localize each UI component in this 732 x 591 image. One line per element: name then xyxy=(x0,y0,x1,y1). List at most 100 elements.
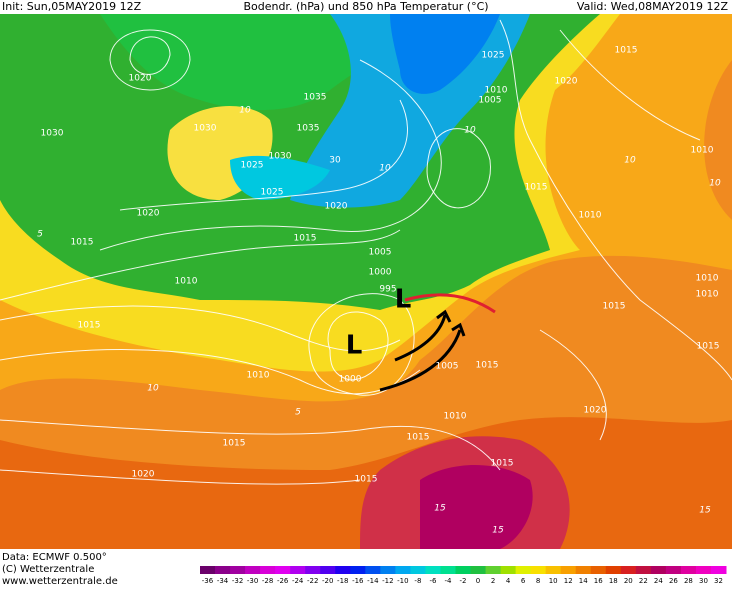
website: www.wetterzentrale.de xyxy=(2,576,118,587)
colorbar-label: -36 xyxy=(202,577,214,585)
colorbar-swatch xyxy=(350,566,366,574)
isobar-label: 1010 xyxy=(175,277,198,287)
isobar-label: 1025 xyxy=(482,51,505,61)
colorbar-swatch xyxy=(680,566,697,574)
colorbar-label: 20 xyxy=(624,577,633,585)
colorbar-label: 22 xyxy=(639,577,648,585)
colorbar-label: -26 xyxy=(277,577,289,585)
isobar-label: 1015 xyxy=(355,475,378,485)
fronts-arrows xyxy=(379,293,496,392)
low-pressure-marker: L xyxy=(395,285,412,315)
colorbar-swatch xyxy=(290,566,306,574)
isobar-label: 1020 xyxy=(325,202,348,212)
isobar-label: 1015 xyxy=(525,183,548,193)
colorbar-swatch xyxy=(620,566,637,574)
isotherm-label: 10 xyxy=(464,126,476,136)
colorbar-label: 16 xyxy=(594,577,603,585)
colorbar-swatch xyxy=(560,566,577,574)
colorbar-label: -32 xyxy=(232,577,243,585)
colorbar-swatch xyxy=(320,566,336,574)
colorbar-label: -34 xyxy=(217,577,229,585)
colorbar-label: -14 xyxy=(367,577,379,585)
colorbar-swatch xyxy=(365,566,381,574)
copyright: (C) Wetterzentrale xyxy=(2,564,94,575)
isobar-labels: 1020 1030 1030 1025 1030 1035 1035 1025 … xyxy=(41,46,720,485)
isobar-label: 1015 xyxy=(615,46,638,56)
colorbar-label: 18 xyxy=(609,577,618,585)
isotherm-label: 10 xyxy=(239,106,251,116)
isobar-label: 1030 xyxy=(194,124,217,134)
colorbar-label: -28 xyxy=(262,577,273,585)
colorbar-swatch xyxy=(440,566,456,574)
colorbar-swatch xyxy=(275,566,291,574)
isobar-label: 1000 xyxy=(369,268,392,278)
colorbar-label: 24 xyxy=(654,577,663,585)
isobar-label: 1035 xyxy=(304,93,327,103)
colorbar-label: -6 xyxy=(429,577,437,585)
colorbar-swatch xyxy=(425,566,441,574)
isotherm-label: 15 xyxy=(699,506,711,516)
isobar-label: 1020 xyxy=(132,470,155,480)
isobar-label: 1010 xyxy=(444,412,467,422)
colorbar-swatch xyxy=(695,566,712,574)
isotherm-label: 10 xyxy=(709,179,721,189)
colorbar-label: -20 xyxy=(322,577,333,585)
isotherm-label: 10 xyxy=(147,384,159,394)
isotherm-label: 15 xyxy=(434,504,446,514)
isobar-label: 1020 xyxy=(584,406,607,416)
isobar-label: 1025 xyxy=(241,161,264,171)
isobar-label: 1035 xyxy=(297,124,320,134)
colorbar-label: -8 xyxy=(414,577,421,585)
isotherm-label: 10 xyxy=(379,164,391,174)
isobar-label: 1015 xyxy=(78,321,101,331)
isobar-label: 1015 xyxy=(603,302,626,312)
colorbar-swatch xyxy=(650,566,667,574)
isobar-label: 1010 xyxy=(485,86,508,96)
header: Init: Sun,05MAY2019 12Z Bodendr. (hPa) u… xyxy=(2,0,728,13)
colorbar-swatch xyxy=(635,566,652,574)
init-time: Init: Sun,05MAY2019 12Z xyxy=(2,0,142,13)
data-source: Data: ECMWF 0.500° xyxy=(2,552,107,563)
colorbar-swatch xyxy=(455,566,472,574)
colorbar-label: 2 xyxy=(491,577,495,585)
colorbar-label: -12 xyxy=(382,577,393,585)
colorbar-label: -22 xyxy=(307,577,318,585)
isobar-label: 1005 xyxy=(436,362,459,372)
isobar-label: 1010 xyxy=(696,274,719,284)
isobar-label: 1010 xyxy=(247,371,270,381)
footer: Data: ECMWF 0.500° (C) Wetterzentrale ww… xyxy=(2,552,118,587)
colorbar-swatch xyxy=(710,566,727,574)
low-pressure-marker: L xyxy=(346,331,363,361)
colorbar-label: 26 xyxy=(669,577,678,585)
isotherm-label: 5 xyxy=(37,230,43,240)
isobar-label: 1025 xyxy=(261,188,284,198)
colorbar-swatch xyxy=(575,566,592,574)
colorbar: -36 -34 -32 -30 -28 -26 -24 -22 -20 -18 -16 -14 -12-… xyxy=(200,566,727,585)
colorbar-swatch xyxy=(530,566,547,574)
colorbar-swatch xyxy=(500,566,517,574)
colorbar-label: 30 xyxy=(699,577,708,585)
isotherm-label: 10 xyxy=(624,156,636,166)
isobar-label: 1015 xyxy=(476,361,499,371)
colorbar-swatch xyxy=(335,566,351,574)
colorbar-swatch xyxy=(515,566,532,574)
colorbar-swatch xyxy=(470,566,487,574)
colorbar-label: -10 xyxy=(397,577,408,585)
isobar-label: 1020 xyxy=(129,74,152,84)
map-field xyxy=(0,14,732,549)
colorbar-label: -4 xyxy=(444,577,452,585)
colorbar-label: 6 xyxy=(521,577,526,585)
colorbar-label: 4 xyxy=(506,577,511,585)
colorbar-swatch xyxy=(215,566,231,574)
colorbar-swatch xyxy=(305,566,321,574)
isobar-label: 1005 xyxy=(479,96,502,106)
isobar-label: 1030 xyxy=(41,129,64,139)
colorbar-label: 8 xyxy=(536,577,540,585)
isobar-label: 1015 xyxy=(71,238,94,248)
isobar-label: 1010 xyxy=(691,146,714,156)
colorbar-label: -24 xyxy=(292,577,304,585)
colorbar-swatch xyxy=(605,566,622,574)
colorbar-swatch xyxy=(200,566,216,574)
isobar-label: 1010 xyxy=(696,290,719,300)
